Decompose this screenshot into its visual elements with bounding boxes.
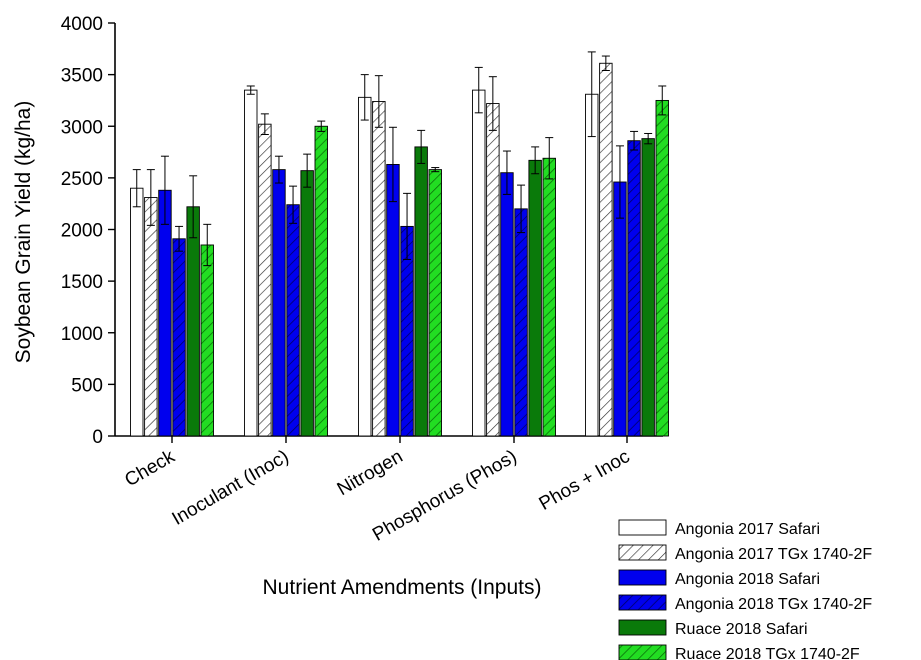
x-axis-title: Nutrient Amendments (Inputs) — [263, 576, 542, 599]
y-tick-label: 1000 — [61, 324, 103, 345]
legend-swatch — [618, 544, 667, 561]
bar — [414, 146, 428, 437]
legend-swatch — [618, 594, 667, 611]
bar — [314, 125, 328, 437]
bars-group — [130, 62, 669, 437]
y-axis-title: Soybean Grain Yield (kg/ha) — [12, 101, 35, 364]
y-tick-label: 2000 — [61, 221, 103, 242]
legend-swatch — [618, 519, 667, 536]
bar — [641, 138, 655, 437]
bar — [144, 197, 158, 437]
bar — [172, 238, 186, 437]
bar — [386, 164, 400, 437]
legend-label: Angonia 2018 TGx 1740-2F — [675, 596, 872, 613]
y-tick-label: 3500 — [61, 66, 103, 87]
legend-label: Ruace 2018 Safari — [675, 621, 808, 638]
bar — [358, 96, 372, 437]
x-category-label: Inoculant (Inoc) — [169, 446, 293, 530]
bar — [599, 62, 613, 437]
bar — [486, 103, 500, 437]
legend-label: Ruace 2018 TGx 1740-2F — [675, 646, 860, 660]
legend: Angonia 2017 Safari Angonia 2017 TGx 1740… — [618, 519, 872, 660]
legend-swatch — [618, 644, 667, 660]
legend-label: Angonia 2018 Safari — [675, 571, 820, 588]
bar — [158, 189, 172, 437]
legend-label: Angonia 2017 TGx 1740-2F — [675, 546, 872, 563]
bar — [472, 89, 486, 437]
y-tick-label: 0 — [92, 427, 103, 448]
bar — [272, 169, 286, 437]
x-category-label: Check — [121, 446, 179, 491]
y-tick-label: 4000 — [61, 14, 103, 35]
bar — [627, 140, 641, 437]
bar — [244, 89, 258, 437]
y-tick-label: 500 — [71, 375, 103, 396]
y-tick-label: 2500 — [61, 169, 103, 190]
bar — [428, 169, 442, 437]
bar — [186, 206, 200, 437]
bar — [585, 93, 599, 437]
x-category-label: Nitrogen — [334, 446, 407, 500]
bar — [300, 170, 314, 437]
y-tick-label: 1500 — [61, 272, 103, 293]
bar — [372, 101, 386, 437]
bar — [528, 159, 542, 437]
y-tick-labels: 0 500 1000 1500 2000 2500 3000 3500 4000 — [61, 14, 103, 448]
bar — [655, 99, 669, 437]
x-category-label: Phos + Inoc — [536, 446, 634, 515]
bar — [514, 208, 528, 437]
bar — [258, 123, 272, 437]
bar — [500, 172, 514, 437]
bar — [613, 181, 627, 437]
legend-label: Angonia 2017 Safari — [675, 521, 820, 538]
bar — [200, 244, 214, 437]
error-bars-group — [132, 51, 667, 267]
bar — [286, 204, 300, 437]
legend-swatch — [618, 569, 667, 586]
y-tick-label: 3000 — [61, 117, 103, 138]
bar — [542, 157, 556, 437]
bar — [130, 187, 144, 437]
legend-swatch — [618, 619, 667, 636]
